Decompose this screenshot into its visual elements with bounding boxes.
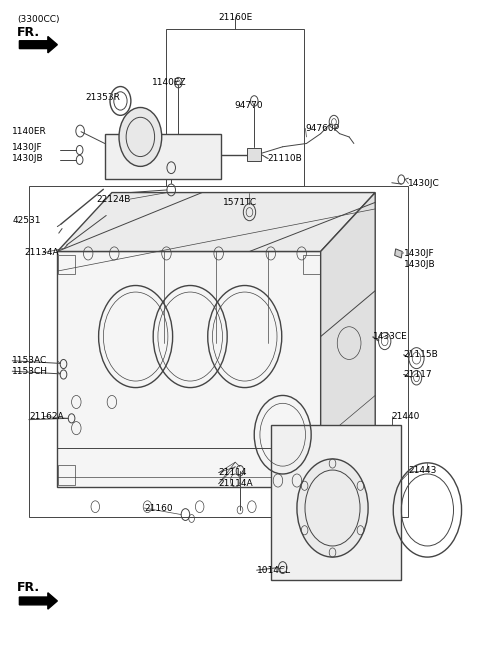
Text: 1571TC: 1571TC: [223, 198, 257, 207]
Polygon shape: [105, 134, 221, 180]
Circle shape: [119, 108, 162, 166]
Polygon shape: [271, 425, 401, 580]
Text: 1014CL: 1014CL: [257, 566, 291, 576]
Text: 21160E: 21160E: [219, 13, 253, 22]
Text: 94770: 94770: [234, 101, 263, 110]
Text: 22124B: 22124B: [96, 195, 131, 204]
Text: 1430JB: 1430JB: [12, 154, 44, 163]
Text: 24126: 24126: [105, 160, 133, 170]
Text: 21353R: 21353R: [86, 92, 120, 102]
Text: 1433CE: 1433CE: [373, 332, 408, 341]
Polygon shape: [57, 251, 321, 487]
FancyArrow shape: [19, 593, 57, 609]
Text: 21160: 21160: [144, 504, 173, 513]
Text: FR.: FR.: [17, 26, 40, 39]
Text: 1140ER: 1140ER: [12, 127, 47, 135]
Text: 21114: 21114: [219, 468, 247, 477]
Text: 1153AC: 1153AC: [12, 356, 48, 365]
Text: 21134A: 21134A: [24, 248, 59, 257]
Text: 21110B: 21110B: [267, 154, 302, 163]
Text: 21162A: 21162A: [29, 412, 63, 421]
Polygon shape: [57, 193, 375, 251]
Text: 1430JF: 1430JF: [404, 249, 434, 258]
Text: 21443: 21443: [408, 466, 437, 475]
Text: 42531: 42531: [12, 216, 41, 225]
Text: 94760P: 94760P: [305, 124, 339, 133]
Text: (3300CC): (3300CC): [17, 15, 60, 24]
Text: 21440: 21440: [392, 412, 420, 421]
Circle shape: [297, 459, 368, 557]
Text: 21115B: 21115B: [404, 350, 438, 359]
Text: 21114A: 21114A: [219, 479, 253, 488]
FancyArrow shape: [19, 36, 57, 53]
Text: 1430JB: 1430JB: [404, 260, 435, 269]
Polygon shape: [321, 193, 375, 487]
Text: 1140EZ: 1140EZ: [152, 78, 187, 87]
Polygon shape: [395, 249, 402, 258]
Text: 1430JF: 1430JF: [12, 143, 43, 152]
Text: 1153CH: 1153CH: [12, 367, 48, 376]
Text: 21117: 21117: [404, 370, 432, 379]
Text: 1430JC: 1430JC: [408, 179, 440, 188]
Polygon shape: [247, 148, 261, 161]
Text: FR.: FR.: [17, 581, 40, 594]
